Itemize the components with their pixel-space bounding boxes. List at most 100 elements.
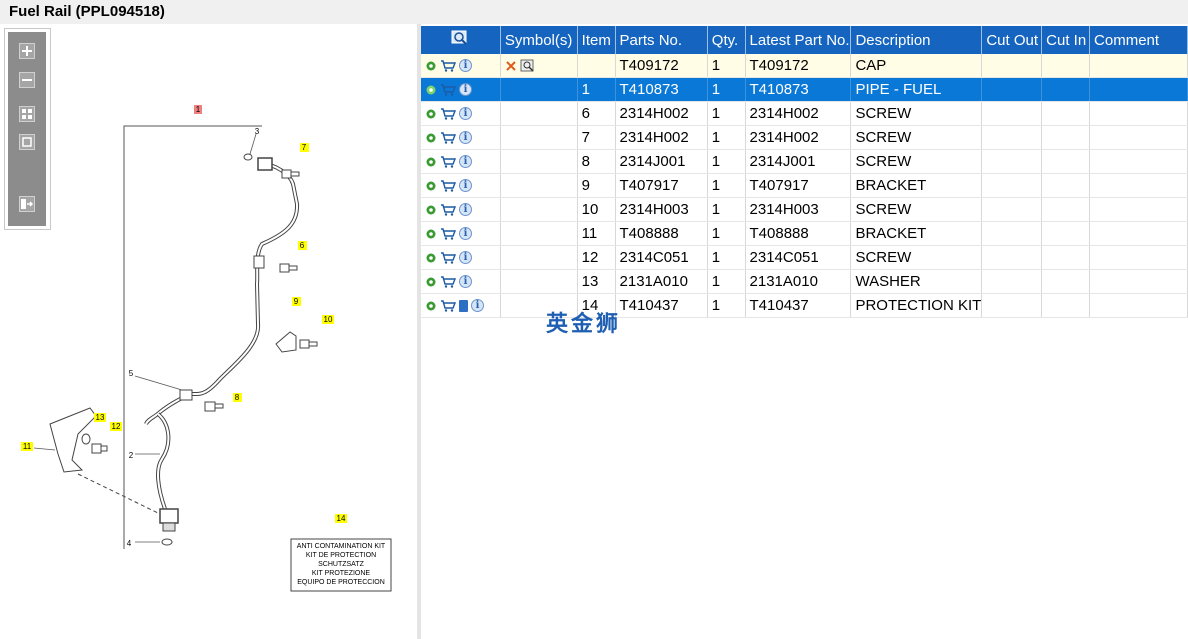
- book-icon[interactable]: [459, 299, 468, 312]
- info-icon[interactable]: i: [459, 59, 472, 72]
- column-description[interactable]: Description: [850, 26, 983, 54]
- callout-11[interactable]: 11: [23, 442, 32, 451]
- cart-icon[interactable]: [440, 275, 456, 288]
- info-icon[interactable]: i: [459, 83, 472, 96]
- cart-icon[interactable]: [440, 155, 456, 168]
- kit-label-fr: KIT DE PROTECTION: [306, 552, 376, 559]
- row-actions: i: [421, 125, 501, 150]
- gear-icon[interactable]: [425, 60, 437, 72]
- callout-14[interactable]: 14: [337, 514, 346, 523]
- info-icon[interactable]: i: [459, 179, 472, 192]
- gear-icon[interactable]: [425, 108, 437, 120]
- callout-3[interactable]: 3: [255, 127, 260, 136]
- column-cut-in[interactable]: Cut In: [1041, 26, 1091, 54]
- callout-10[interactable]: 10: [324, 315, 333, 324]
- column-symbols[interactable]: Symbol(s): [500, 26, 578, 54]
- cell-qty: 1: [707, 269, 746, 294]
- remove-icon[interactable]: [505, 60, 517, 72]
- gear-icon[interactable]: [425, 228, 437, 240]
- zoom-in-button[interactable]: [19, 43, 35, 59]
- table-row[interactable]: i 10 2314H003 1 2314H003 SCREW: [421, 197, 1188, 222]
- cell-cut-out: [981, 221, 1043, 246]
- cell-description: SCREW: [850, 149, 983, 174]
- info-icon[interactable]: i: [459, 275, 472, 288]
- cart-icon[interactable]: [440, 107, 456, 120]
- info-icon[interactable]: i: [459, 227, 472, 240]
- table-row[interactable]: i 7 2314H002 1 2314H002 SCREW: [421, 125, 1188, 150]
- fuel-rail-diagram: 1 2 3 4 5 6 7 8 9 10 11 12 13 14: [21, 105, 392, 592]
- row-actions: i: [421, 293, 501, 318]
- callout-4[interactable]: 4: [127, 539, 132, 548]
- cell-description: PROTECTION KIT: [850, 293, 983, 318]
- row-actions: i: [421, 101, 501, 126]
- cell-parts-no: T407917: [615, 173, 708, 198]
- info-icon[interactable]: i: [459, 131, 472, 144]
- cell-cut-out: [981, 269, 1043, 294]
- cell-latest-part-no: 2314H002: [745, 101, 852, 126]
- callout-6[interactable]: 6: [300, 241, 305, 250]
- callout-2[interactable]: 2: [129, 451, 134, 460]
- column-latest-part-no[interactable]: Latest Part No.: [745, 26, 852, 54]
- callout-5[interactable]: 5: [129, 369, 134, 378]
- callout-1[interactable]: 1: [196, 105, 201, 114]
- gear-icon[interactable]: [425, 180, 437, 192]
- preview-icon[interactable]: [520, 59, 536, 73]
- table-row[interactable]: i 13 2131A010 1 2131A010 WASHER: [421, 269, 1188, 294]
- info-icon[interactable]: i: [459, 107, 472, 120]
- cart-icon[interactable]: [440, 83, 456, 96]
- cart-icon[interactable]: [440, 227, 456, 240]
- callout-13[interactable]: 13: [96, 413, 105, 422]
- gear-icon[interactable]: [425, 84, 437, 96]
- table-row[interactable]: i 8 2314J001 1 2314J001 SCREW: [421, 149, 1188, 174]
- table-row[interactable]: i 6 2314H002 1 2314H002 SCREW: [421, 101, 1188, 126]
- fit-all-button[interactable]: [19, 106, 35, 122]
- callout-8[interactable]: 8: [235, 393, 240, 402]
- info-icon[interactable]: i: [459, 155, 472, 168]
- cart-icon[interactable]: [440, 179, 456, 192]
- gear-icon[interactable]: [425, 252, 437, 264]
- callout-12[interactable]: 12: [112, 422, 121, 431]
- cart-icon[interactable]: [440, 251, 456, 264]
- table-row[interactable]: i 9 T407917 1 T407917 BRACKET: [421, 173, 1188, 198]
- fit-window-icon: [22, 137, 32, 147]
- gear-icon[interactable]: [425, 276, 437, 288]
- kit-label-en: ANTI CONTAMINATION KIT: [297, 543, 386, 550]
- cart-icon[interactable]: [440, 299, 456, 312]
- table-row[interactable]: i 14 T410437 1 T410437 PROTECTION KIT: [421, 293, 1188, 318]
- cart-icon[interactable]: [440, 131, 456, 144]
- cell-symbols: [500, 125, 578, 150]
- cell-parts-no: 2314H002: [615, 101, 708, 126]
- gear-icon[interactable]: [425, 300, 437, 312]
- column-cut-out[interactable]: Cut Out: [981, 26, 1043, 54]
- column-comment[interactable]: Comment: [1089, 26, 1188, 54]
- info-icon[interactable]: i: [471, 299, 484, 312]
- cell-cut-out: [981, 125, 1043, 150]
- info-icon[interactable]: i: [459, 251, 472, 264]
- cell-symbols: [500, 149, 578, 174]
- column-search-header[interactable]: [421, 26, 501, 54]
- callout-7[interactable]: 7: [302, 143, 307, 152]
- column-item[interactable]: Item: [577, 26, 616, 54]
- zoom-out-button[interactable]: [19, 72, 35, 88]
- diagram-pane[interactable]: 1 2 3 4 5 6 7 8 9 10 11 12 13 14: [0, 24, 417, 639]
- cell-parts-no: 2131A010: [615, 269, 708, 294]
- cell-qty: 1: [707, 149, 746, 174]
- cart-icon[interactable]: [440, 203, 456, 216]
- table-row[interactable]: i 11 T408888 1 T408888 BRACKET: [421, 221, 1188, 246]
- gear-icon[interactable]: [425, 132, 437, 144]
- column-qty[interactable]: Qty.: [707, 26, 746, 54]
- export-button[interactable]: [19, 196, 35, 212]
- table-row[interactable]: i 12 2314C051 1 2314C051 SCREW: [421, 245, 1188, 270]
- gear-icon[interactable]: [425, 204, 437, 216]
- info-icon[interactable]: i: [459, 203, 472, 216]
- table-row[interactable]: i 1 T410873 1 T410873 PIPE - FUEL: [421, 77, 1188, 102]
- fit-window-button[interactable]: [19, 134, 35, 150]
- column-parts-no[interactable]: Parts No.: [615, 26, 708, 54]
- table-row[interactable]: i T409172 1 T409172 CAP: [421, 54, 1188, 78]
- cart-icon[interactable]: [440, 59, 456, 72]
- gear-icon[interactable]: [425, 156, 437, 168]
- pane-splitter[interactable]: [417, 24, 421, 639]
- row-actions: i: [421, 245, 501, 270]
- table-header: Symbol(s) Item Parts No. Qty. Latest Par…: [421, 26, 1188, 54]
- callout-9[interactable]: 9: [294, 297, 299, 306]
